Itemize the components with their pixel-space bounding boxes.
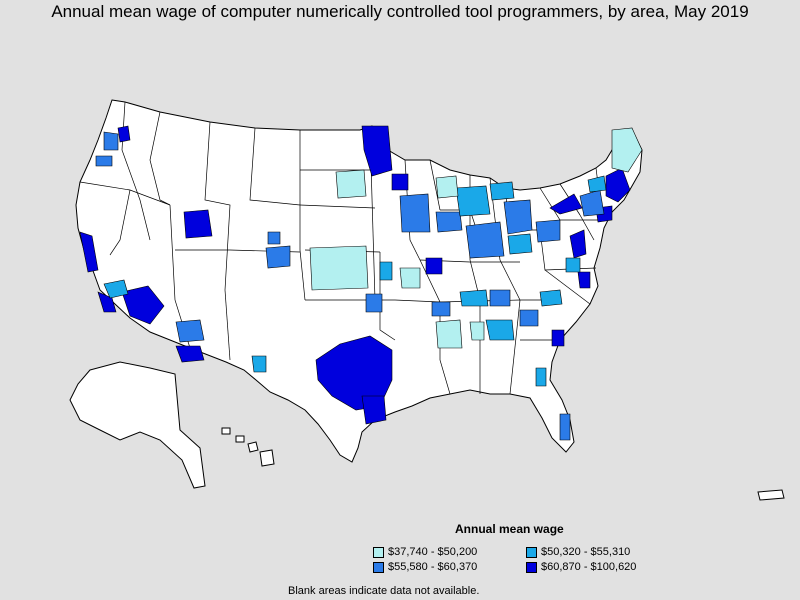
legend-swatch xyxy=(373,546,384,558)
area-tier1 xyxy=(435,175,459,199)
area-tier3 xyxy=(503,199,533,235)
area-tier4 xyxy=(79,231,99,273)
wage-areas xyxy=(79,125,643,441)
area-tier3 xyxy=(399,193,431,233)
area-tier2 xyxy=(251,355,267,373)
area-tier3 xyxy=(519,309,539,327)
area-tier3 xyxy=(365,293,383,313)
area-tier3 xyxy=(489,289,511,307)
legend-swatch xyxy=(373,561,384,573)
legend-item-tier1: $37,740 - $50,200 xyxy=(373,546,477,558)
legend-label: $55,580 - $60,370 xyxy=(388,561,478,573)
area-tier2 xyxy=(455,185,491,217)
area-tier3 xyxy=(431,301,451,317)
area-tier4 xyxy=(361,125,393,177)
area-tier4 xyxy=(121,285,165,325)
legend-label: $37,740 - $50,200 xyxy=(388,546,478,558)
area-tier1 xyxy=(335,169,367,199)
area-tier2 xyxy=(489,181,515,201)
area-tier3 xyxy=(95,155,113,167)
area-tier3 xyxy=(435,211,463,233)
area-tier1 xyxy=(435,319,463,349)
area-tier2 xyxy=(535,367,547,387)
area-tier3 xyxy=(103,131,119,151)
area-tier2 xyxy=(507,233,533,255)
legend-item-tier4: $60,870 - $100,620 xyxy=(526,561,636,573)
area-tier1 xyxy=(309,245,369,291)
area-tier4 xyxy=(175,345,205,363)
area-tier4 xyxy=(117,125,131,143)
legend-label: $60,870 - $100,620 xyxy=(541,561,637,573)
area-tier2 xyxy=(539,289,563,307)
area-tier4 xyxy=(577,271,591,289)
area-tier3 xyxy=(579,189,605,217)
legend-label: $50,320 - $55,310 xyxy=(541,546,631,558)
area-tier3 xyxy=(535,219,561,243)
legend-title: Annual mean wage xyxy=(455,522,564,536)
hawaii xyxy=(221,427,275,467)
area-tier1 xyxy=(399,267,421,289)
state-boundaries xyxy=(79,101,601,395)
legend-swatch xyxy=(526,546,537,558)
area-tier3 xyxy=(267,231,281,245)
area-tier3 xyxy=(465,221,505,259)
area-tier2 xyxy=(565,257,581,273)
area-tier3 xyxy=(175,319,205,343)
area-tier1 xyxy=(611,127,643,173)
area-tier4 xyxy=(569,229,587,259)
area-tier4 xyxy=(315,335,393,411)
area-tier4 xyxy=(361,395,387,425)
area-tier4 xyxy=(551,329,565,347)
alaska xyxy=(69,361,206,489)
area-tier4 xyxy=(183,209,213,239)
area-tier3 xyxy=(265,245,291,269)
area-tier2 xyxy=(485,319,515,341)
area-tier2 xyxy=(103,279,129,299)
area-tier1 xyxy=(469,321,485,341)
puerto-rico xyxy=(757,489,785,501)
area-tier4 xyxy=(549,193,583,215)
page-title: Annual mean wage of computer numerically… xyxy=(51,2,749,21)
area-tier2 xyxy=(379,261,393,281)
area-tier4 xyxy=(97,291,117,313)
legend-swatch xyxy=(526,561,537,573)
legend-item-tier2: $50,320 - $55,310 xyxy=(526,546,630,558)
legend-item-tier3: $55,580 - $60,370 xyxy=(373,561,477,573)
area-tier2 xyxy=(459,289,489,307)
area-tier4 xyxy=(391,173,409,191)
area-tier4 xyxy=(425,257,443,275)
area-tier3 xyxy=(559,413,571,441)
footnote: Blank areas indicate data not available. xyxy=(288,585,480,597)
area-tier2 xyxy=(587,175,607,193)
